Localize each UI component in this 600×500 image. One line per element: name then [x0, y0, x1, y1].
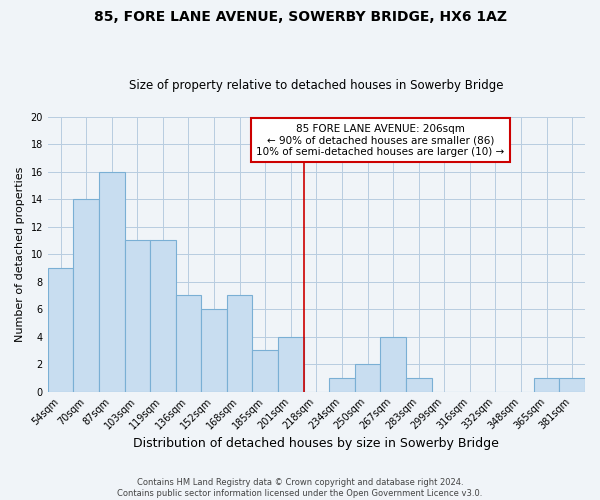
- Bar: [227, 296, 253, 392]
- Bar: [380, 336, 406, 392]
- Bar: [406, 378, 431, 392]
- Bar: [278, 336, 304, 392]
- Bar: [534, 378, 559, 392]
- Bar: [125, 240, 150, 392]
- Text: 85 FORE LANE AVENUE: 206sqm
← 90% of detached houses are smaller (86)
10% of sem: 85 FORE LANE AVENUE: 206sqm ← 90% of det…: [256, 124, 505, 157]
- Bar: [329, 378, 355, 392]
- Title: Size of property relative to detached houses in Sowerby Bridge: Size of property relative to detached ho…: [129, 79, 503, 92]
- Bar: [73, 199, 99, 392]
- Y-axis label: Number of detached properties: Number of detached properties: [15, 166, 25, 342]
- Bar: [99, 172, 125, 392]
- Bar: [201, 309, 227, 392]
- Bar: [150, 240, 176, 392]
- Text: Contains HM Land Registry data © Crown copyright and database right 2024.
Contai: Contains HM Land Registry data © Crown c…: [118, 478, 482, 498]
- Bar: [176, 296, 201, 392]
- Bar: [355, 364, 380, 392]
- Bar: [253, 350, 278, 392]
- Text: 85, FORE LANE AVENUE, SOWERBY BRIDGE, HX6 1AZ: 85, FORE LANE AVENUE, SOWERBY BRIDGE, HX…: [94, 10, 506, 24]
- Bar: [559, 378, 585, 392]
- X-axis label: Distribution of detached houses by size in Sowerby Bridge: Distribution of detached houses by size …: [133, 437, 499, 450]
- Bar: [48, 268, 73, 392]
